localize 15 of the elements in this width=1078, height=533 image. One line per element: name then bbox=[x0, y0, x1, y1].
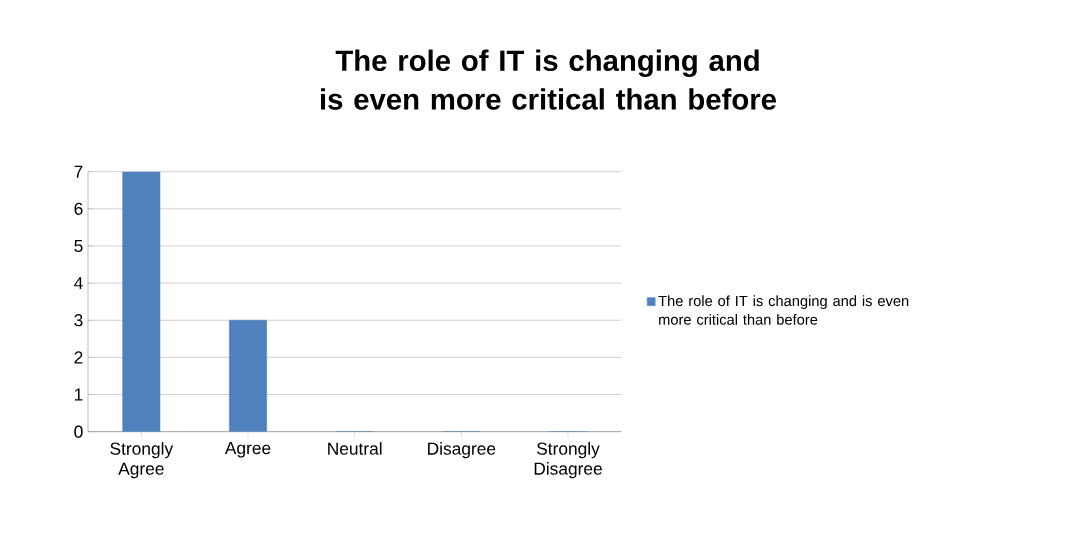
legend-label: The role of IT is changing and is even more critical than before bbox=[658, 295, 909, 325]
y-tick-label: 0 bbox=[74, 425, 83, 438]
y-tick-label: 3 bbox=[74, 314, 83, 327]
x-tick-label: Strongly Disagree bbox=[534, 442, 602, 479]
x-tick-label: Disagree bbox=[428, 442, 496, 459]
x-tick-label: Agree bbox=[224, 442, 271, 458]
x-tick-label: Strongly Agree bbox=[110, 442, 174, 479]
y-tick-label: 7 bbox=[74, 165, 83, 178]
y-tick-label: 4 bbox=[74, 277, 83, 290]
y-tick-label: 1 bbox=[74, 388, 83, 401]
y-tick-label: 6 bbox=[74, 202, 83, 215]
y-tick-label: 2 bbox=[74, 351, 83, 364]
x-tick-label: Neutral bbox=[328, 442, 382, 455]
y-tick-label: 5 bbox=[74, 239, 83, 252]
chart-title: The role of IT is changing and is even more critical than before bbox=[321, 49, 776, 110]
